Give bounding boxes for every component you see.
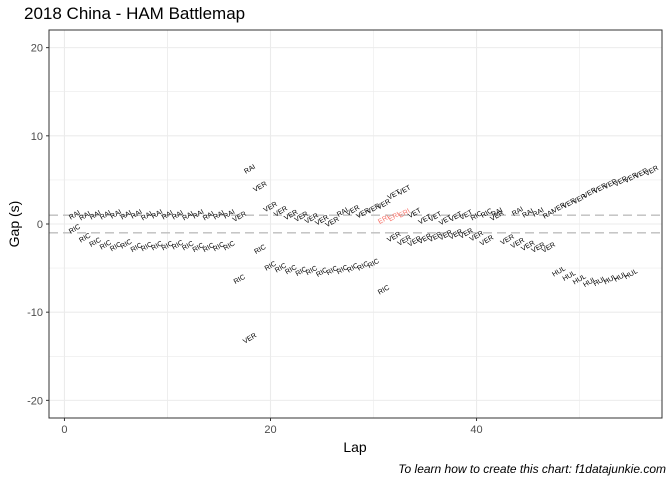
point-label-rai: RAI <box>202 210 216 222</box>
point-label-ric: RIC <box>253 244 267 256</box>
point-label-rai: RAI <box>109 209 123 221</box>
point-label-rai: RAI <box>491 207 505 219</box>
y-tick-label: 20 <box>31 43 43 55</box>
point-label-rai: RAI <box>223 209 237 221</box>
grid-layer <box>49 30 662 418</box>
chart-title: 2018 China - HAM Battlemap <box>24 4 246 23</box>
y-tick-label: 0 <box>37 219 43 231</box>
point-label-rai: RAI <box>243 164 257 176</box>
reference-lines <box>49 214 662 234</box>
point-label-rai: RAI <box>336 207 350 219</box>
point-label-rai: RAI <box>99 210 113 222</box>
point-label-ver: VER <box>242 332 258 345</box>
point-label-eri: ERI <box>398 208 412 220</box>
point-label-rai: RAI <box>212 210 226 222</box>
point-label-ric: RIC <box>233 274 247 286</box>
point-label-rai: RAI <box>78 210 92 222</box>
point-label-rai: RAI <box>130 209 144 221</box>
point-label-rai: RAI <box>151 209 165 221</box>
point-label-hul: HUL <box>623 268 639 281</box>
point-label-rai: RAI <box>161 210 175 222</box>
point-label-rai: RAI <box>521 208 535 220</box>
x-tick-label: 40 <box>470 424 482 436</box>
y-tick-label: 10 <box>31 131 43 143</box>
tick-layer: 0 20 40 -20 -10 0 10 20 <box>27 43 483 436</box>
point-label-vet: VET <box>397 184 413 197</box>
y-tick-label: -10 <box>27 307 43 319</box>
point-labels: RAIRAIRAIRAIRAIRAIRAIRAIRAIRAIRAIRAIRAIR… <box>68 164 660 346</box>
point-label-rai: RAI <box>181 210 195 222</box>
point-label-rai: RAI <box>171 210 185 222</box>
point-label-rai: RAI <box>532 207 546 219</box>
point-label-ric: RIC <box>377 284 391 296</box>
x-axis-title: Lap <box>343 439 367 455</box>
x-tick-label: 20 <box>264 424 276 436</box>
point-label-ric: RIC <box>222 240 236 252</box>
y-tick-label: -20 <box>27 395 43 407</box>
point-label-ric: RIC <box>68 224 82 236</box>
point-label-rai: RAI <box>89 210 103 222</box>
point-label-rai: RAI <box>120 210 134 222</box>
point-label-rai: RAI <box>140 210 154 222</box>
chart-caption: To learn how to create this chart: f1dat… <box>398 462 666 476</box>
point-label-rai: RAI <box>68 210 82 222</box>
y-axis-title: Gap (s) <box>6 201 22 248</box>
point-label-ver: VER <box>252 181 268 194</box>
point-label-ver: VER <box>644 165 660 178</box>
point-label-eri: ERI <box>388 211 402 223</box>
point-label-eri: ERI <box>377 214 391 226</box>
point-label-rai: RAI <box>192 209 206 221</box>
point-label-rai: RAI <box>511 206 525 218</box>
x-tick-label: 0 <box>61 424 67 436</box>
point-label-rai: RAI <box>542 209 556 221</box>
